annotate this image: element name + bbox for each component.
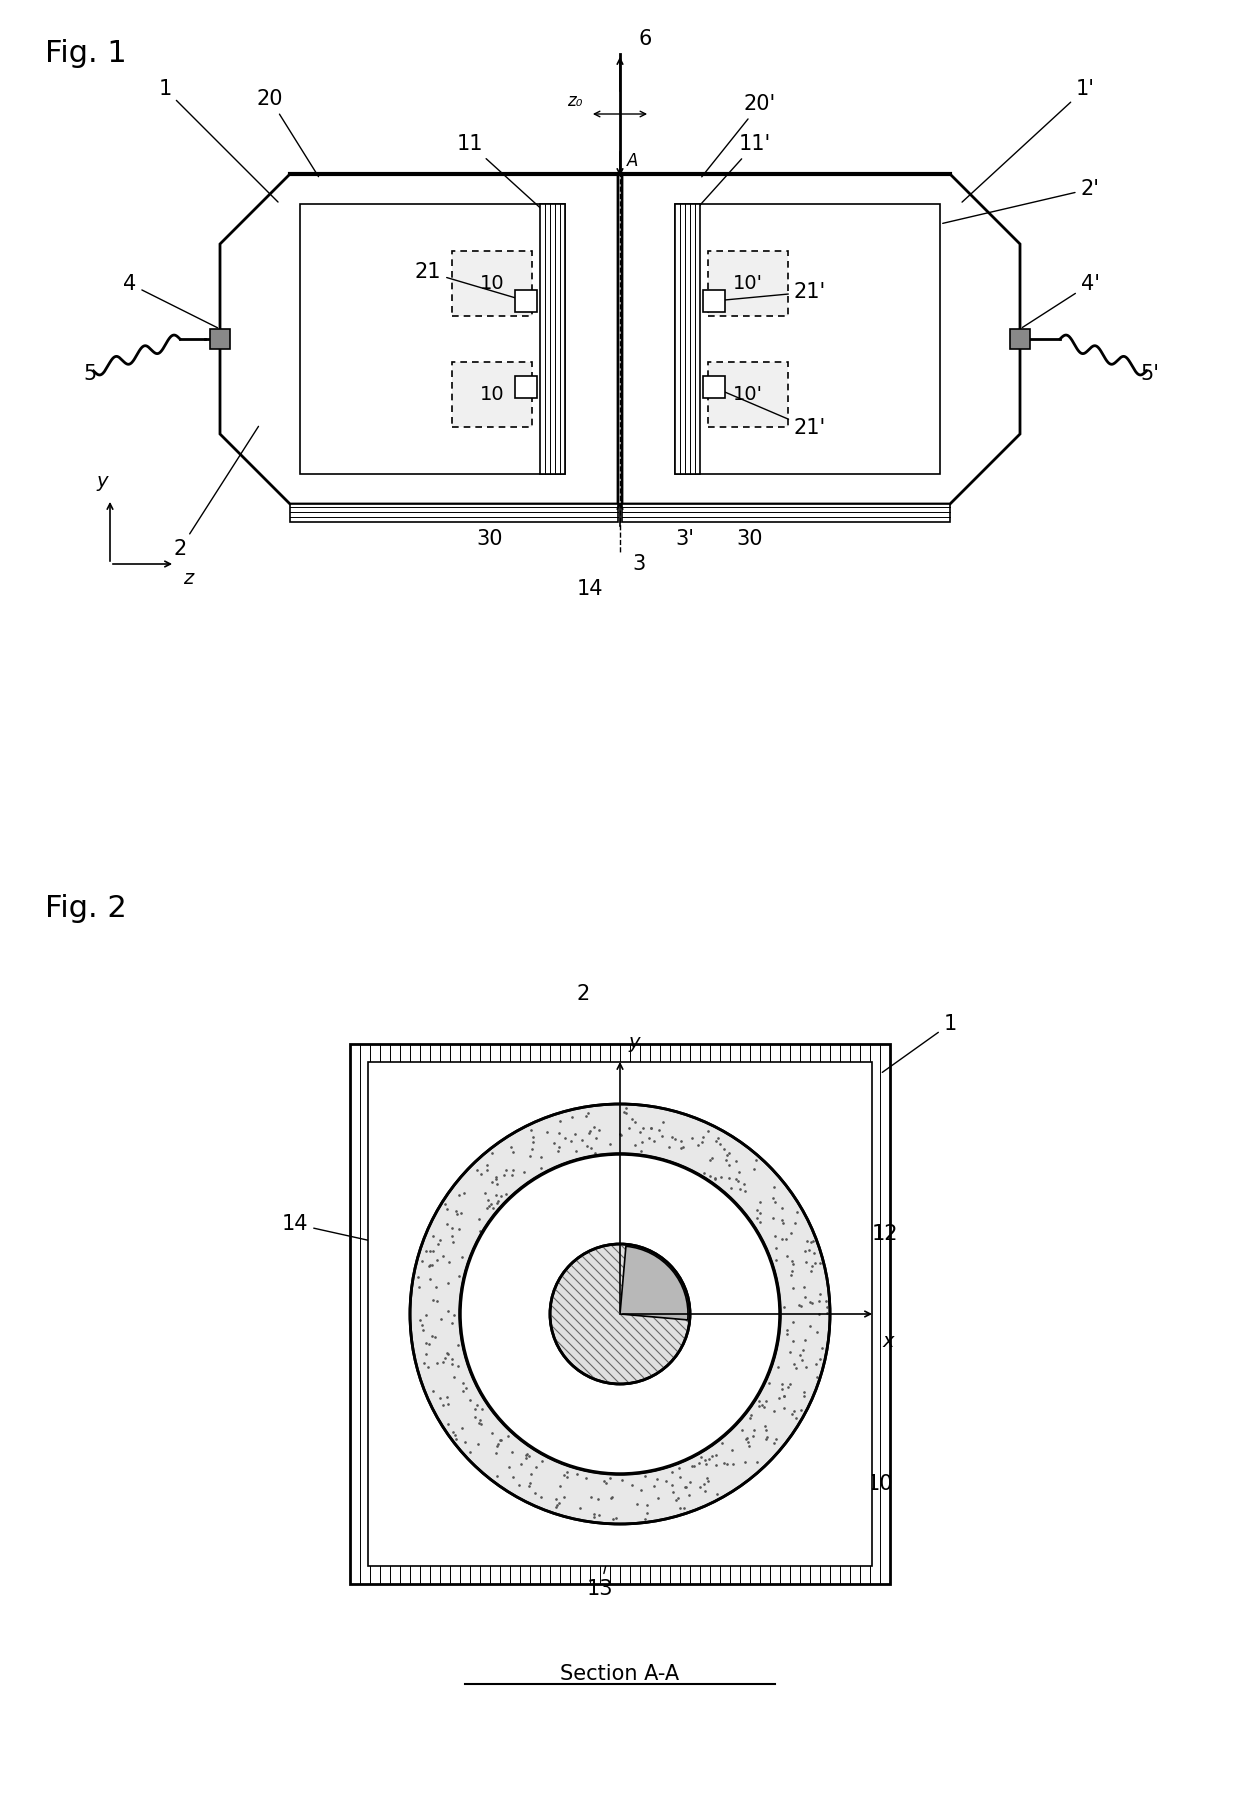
Bar xyxy=(290,504,618,522)
Text: 14: 14 xyxy=(281,1215,428,1254)
Text: 1: 1 xyxy=(159,79,278,203)
Text: 13: 13 xyxy=(587,1512,619,1598)
Bar xyxy=(539,205,565,474)
Text: 1': 1' xyxy=(962,79,1095,203)
Text: 5: 5 xyxy=(83,364,97,384)
Text: 10: 10 xyxy=(812,1415,893,1494)
Text: 4': 4' xyxy=(1022,274,1100,328)
Text: 10: 10 xyxy=(480,274,505,292)
Text: 4: 4 xyxy=(123,274,217,328)
Circle shape xyxy=(410,1103,830,1523)
Polygon shape xyxy=(622,174,1021,504)
Bar xyxy=(708,362,787,427)
Text: y: y xyxy=(627,1033,640,1051)
Text: Fig. 2: Fig. 2 xyxy=(45,893,126,922)
Text: 11: 11 xyxy=(737,1089,843,1197)
Text: 14: 14 xyxy=(577,579,603,599)
Bar xyxy=(703,377,725,398)
Text: x: x xyxy=(882,1331,894,1351)
Wedge shape xyxy=(620,1247,688,1320)
Bar xyxy=(368,1062,872,1566)
Text: 30: 30 xyxy=(737,529,764,549)
Text: 30: 30 xyxy=(476,529,503,549)
Text: 2: 2 xyxy=(577,983,590,1005)
Text: 10': 10' xyxy=(733,274,763,292)
Text: 21': 21' xyxy=(717,389,826,438)
Circle shape xyxy=(460,1154,780,1475)
Text: 3: 3 xyxy=(632,554,645,574)
Text: 5': 5' xyxy=(1141,364,1159,384)
Bar xyxy=(622,504,950,522)
Circle shape xyxy=(460,1154,780,1475)
Bar xyxy=(210,328,229,350)
Text: 20: 20 xyxy=(257,90,319,176)
Text: 1: 1 xyxy=(883,1014,956,1073)
Bar xyxy=(708,251,787,316)
Bar xyxy=(453,251,532,316)
Text: 21: 21 xyxy=(414,262,523,300)
Bar xyxy=(300,205,565,474)
Bar xyxy=(1011,328,1030,350)
Text: 3': 3' xyxy=(675,529,694,549)
Text: 6: 6 xyxy=(639,29,651,48)
Bar xyxy=(703,291,725,312)
Bar xyxy=(515,377,537,398)
Text: Section A-A: Section A-A xyxy=(560,1665,680,1685)
Bar xyxy=(675,205,701,474)
Text: 20': 20' xyxy=(702,93,776,178)
Bar xyxy=(453,362,532,427)
Text: 30: 30 xyxy=(397,1428,538,1514)
Text: 21': 21' xyxy=(717,282,826,301)
Polygon shape xyxy=(219,174,618,504)
Text: 2: 2 xyxy=(174,427,258,560)
Text: 12: 12 xyxy=(807,1224,898,1283)
Text: 10: 10 xyxy=(480,386,505,404)
Text: 11: 11 xyxy=(456,135,551,217)
Text: y: y xyxy=(97,472,108,492)
Text: 10': 10' xyxy=(733,386,763,404)
Text: A: A xyxy=(627,152,639,170)
Text: Fig. 1: Fig. 1 xyxy=(45,39,126,68)
Text: 2': 2' xyxy=(942,179,1100,224)
Text: 11': 11' xyxy=(689,135,771,217)
Bar xyxy=(350,1044,890,1584)
Text: A: A xyxy=(627,508,639,526)
Bar xyxy=(675,205,940,474)
Circle shape xyxy=(551,1243,689,1383)
Bar xyxy=(515,291,537,312)
Text: z: z xyxy=(184,569,193,588)
Text: z₀: z₀ xyxy=(567,91,582,109)
